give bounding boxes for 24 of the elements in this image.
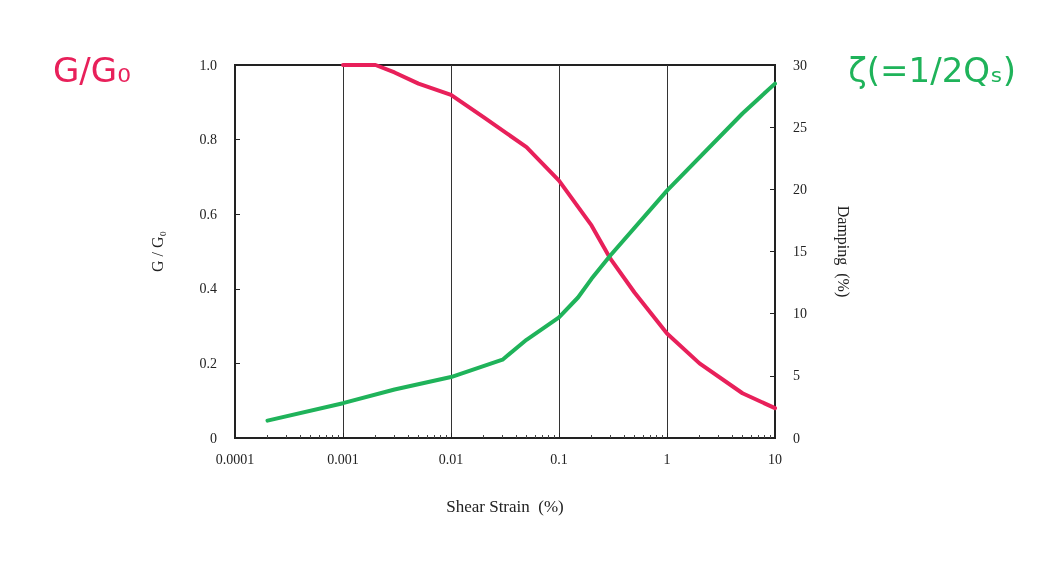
y-tick-label: 0.2 [199, 355, 217, 371]
y2-tick-label: 30 [793, 57, 807, 73]
y-tick-label: 0.8 [199, 132, 217, 148]
x-tick-label: 0.01 [438, 451, 464, 467]
text: G/G₀ [53, 50, 131, 90]
x-tick-label: 0.0001 [215, 451, 255, 467]
x-axis-title: Shear Strain (%) [446, 497, 564, 516]
y-axis-title: G / G₀ [148, 230, 166, 273]
text: ζ(=1/2Qₛ) [848, 50, 1017, 90]
y2-tick-label: 0 [793, 430, 800, 446]
y-tick-label: 0.4 [199, 281, 217, 297]
y2-tick-label: 25 [793, 119, 807, 135]
y2-tick-label: 20 [793, 181, 807, 197]
x-tick-label: 0.001 [327, 451, 359, 467]
y2-tick-label: 15 [793, 244, 807, 259]
y-tick-label: 0 [210, 430, 217, 446]
y2-tick-label: 5 [793, 368, 800, 384]
y-tick-label: 1.0 [199, 57, 217, 73]
y-tick-label: 0.6 [199, 206, 217, 222]
y2-axis-title: Damping (%) [833, 205, 852, 298]
y2-tick-label: 10 [793, 306, 807, 322]
x-tick-label: 10 [768, 451, 782, 467]
x-tick-label: 0.1 [550, 451, 568, 467]
x-tick-label: 1 [663, 451, 671, 467]
